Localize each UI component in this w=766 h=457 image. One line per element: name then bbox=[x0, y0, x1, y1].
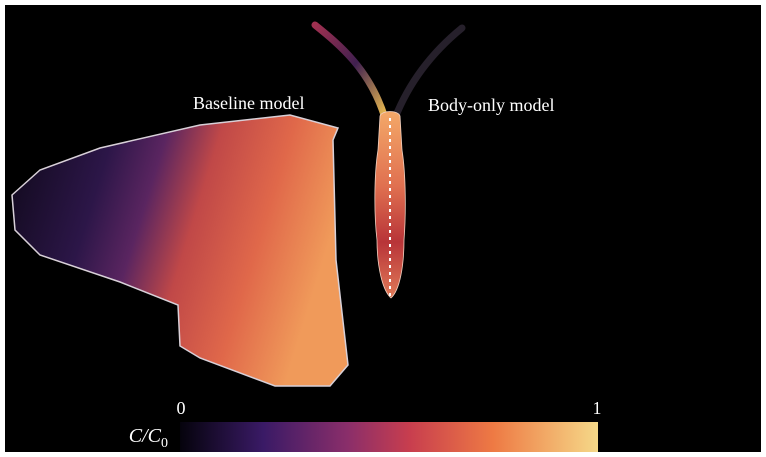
colorbar-label-main: C/C bbox=[129, 425, 162, 447]
wing bbox=[11, 114, 349, 387]
body-only-label: Body-only model bbox=[428, 95, 555, 115]
antenna-left bbox=[311, 21, 389, 122]
colorbar-tick-label: 1 bbox=[593, 398, 602, 418]
antenna-right bbox=[391, 24, 466, 122]
colorbar-tick-label: 0 bbox=[177, 398, 186, 418]
colorbar bbox=[180, 422, 598, 452]
baseline-label: Baseline model bbox=[193, 93, 304, 113]
colorbar-label-subscript: 0 bbox=[161, 436, 168, 451]
colorbar-label: C/C0 bbox=[129, 425, 168, 451]
